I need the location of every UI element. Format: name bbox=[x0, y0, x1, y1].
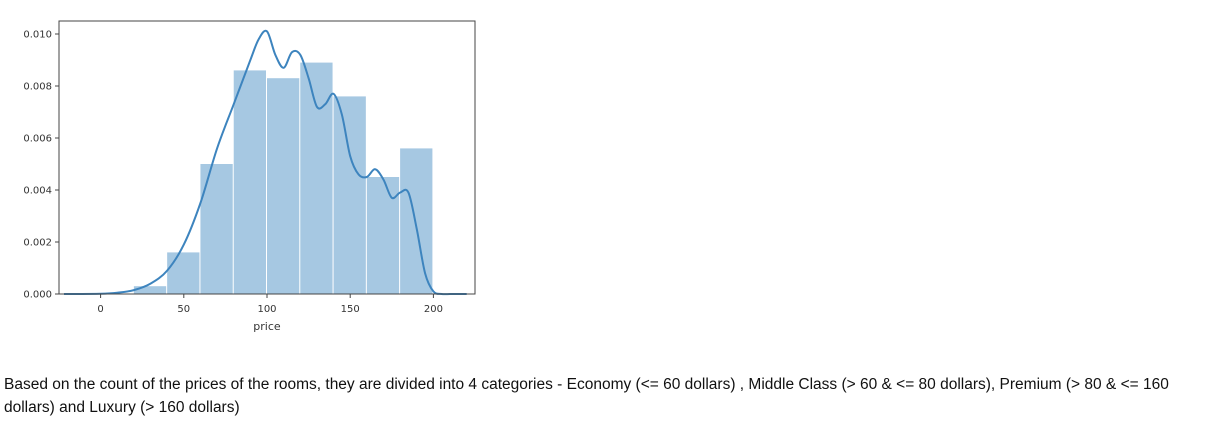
histogram-bar bbox=[200, 164, 233, 294]
x-tick-label: 0 bbox=[97, 304, 103, 315]
histogram-bar bbox=[167, 252, 200, 294]
histogram-bar bbox=[267, 78, 300, 294]
y-tick-label: 0.006 bbox=[23, 134, 52, 145]
histogram-bars bbox=[133, 62, 433, 295]
histogram-bar bbox=[366, 177, 400, 294]
x-tick-label: 100 bbox=[257, 304, 276, 315]
price-distribution-chart: 0 50 100 150 200 0.0000.0020.0040.0060.0080.… bbox=[23, 20, 476, 333]
x-tick-label: 150 bbox=[341, 304, 360, 315]
y-axis: 0.000 0.002 0.004 0.006 0.008 0.010 bbox=[23, 30, 59, 301]
histogram-bar bbox=[300, 62, 333, 294]
histogram-bar bbox=[400, 148, 433, 294]
y-tick-label: 0.002 bbox=[23, 238, 52, 249]
x-axis-label: price bbox=[253, 320, 281, 333]
histogram-bar bbox=[133, 286, 167, 294]
x-tick-label: 200 bbox=[424, 304, 443, 315]
histogram-bar bbox=[233, 70, 266, 295]
x-axis: 0 50 100 150 200 bbox=[97, 294, 443, 315]
histogram-bar bbox=[333, 96, 366, 295]
y-tick-label: 0.004 bbox=[23, 186, 52, 197]
x-tick-label: 50 bbox=[177, 304, 190, 315]
y-tick-label: 0.008 bbox=[23, 82, 52, 93]
y-tick-label: 0.010 bbox=[23, 30, 52, 41]
y-tick-label: 0.000 bbox=[23, 290, 52, 301]
caption-text: Based on the count of the prices of the … bbox=[4, 376, 1169, 416]
kde-curve bbox=[63, 29, 467, 296]
